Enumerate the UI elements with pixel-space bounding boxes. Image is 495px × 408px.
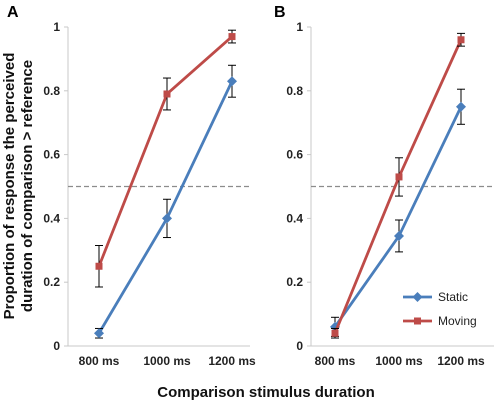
data-point-moving <box>457 36 465 44</box>
y-tick-label: 0.2 <box>43 275 60 289</box>
panel-a: A 0 0.2 0.4 0.6 0.8 1 800 ms 1000 ms 1200 ms <box>7 4 256 368</box>
x-tick-label: 1200 ms <box>208 354 256 368</box>
x-tick-label: 1200 ms <box>437 354 485 368</box>
panel-label: B <box>274 4 286 21</box>
data-point-moving <box>95 262 103 270</box>
x-tick-label: 800 ms <box>79 354 120 368</box>
legend-marker-static <box>412 292 423 302</box>
x-tick-label: 1000 ms <box>143 354 191 368</box>
y-tick-label: 0 <box>53 339 60 353</box>
y-axis-label-line-2: duration of comparison > reference <box>19 60 36 312</box>
y-tick-label: 0.4 <box>286 211 303 225</box>
y-tick-label: 0 <box>296 339 303 353</box>
y-tick-label: 0.6 <box>43 148 60 162</box>
data-point-moving <box>228 33 236 41</box>
legend-marker-moving <box>414 317 421 325</box>
data-point-moving <box>395 173 403 181</box>
legend-label-static: Static <box>438 290 468 304</box>
y-tick-label: 0.8 <box>286 84 303 98</box>
data-point-moving <box>331 329 339 337</box>
y-axis-label-line-1: Proportion of response the perceived <box>1 53 18 320</box>
legend-label-moving: Moving <box>438 314 477 328</box>
x-tick-label: 1000 ms <box>375 354 423 368</box>
series-line-moving <box>97 35 233 267</box>
x-axis-label: Comparison stimulus duration <box>157 384 375 401</box>
data-point-static <box>456 101 466 112</box>
y-tick-label: 1 <box>296 20 303 34</box>
y-tick-label: 0.8 <box>43 84 60 98</box>
panel-b: B 0 0.2 0.4 0.6 0.8 1 800 ms 1000 ms 1200 ms Stati… <box>274 4 494 368</box>
series-line-static <box>97 80 234 334</box>
y-tick-label: 0.2 <box>286 275 303 289</box>
data-point-static <box>227 76 237 87</box>
data-point-static <box>394 230 404 241</box>
panel-label: A <box>7 4 19 21</box>
data-point-static <box>94 328 104 339</box>
y-tick-label: 0.4 <box>43 211 60 225</box>
data-point-moving <box>163 90 171 98</box>
y-tick-label: 0.6 <box>286 148 303 162</box>
data-point-static <box>162 213 172 224</box>
x-tick-label: 800 ms <box>315 354 356 368</box>
y-tick-label: 1 <box>53 20 60 34</box>
